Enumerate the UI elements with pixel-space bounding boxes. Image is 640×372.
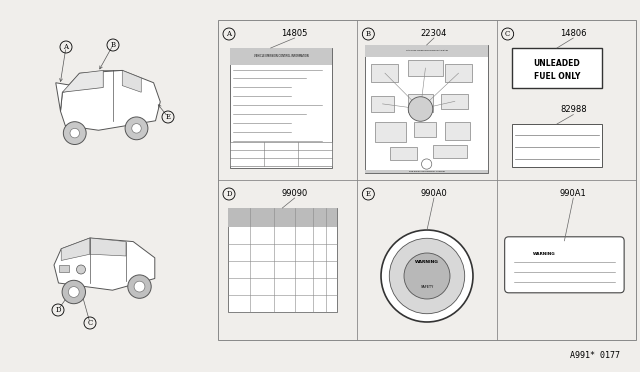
Text: 82988: 82988 xyxy=(560,105,587,114)
Bar xyxy=(511,48,602,88)
Polygon shape xyxy=(56,83,84,111)
Text: 14806: 14806 xyxy=(560,29,586,38)
Text: FOR EMISSION CONTROL SYSTEM: FOR EMISSION CONTROL SYSTEM xyxy=(409,171,444,172)
Polygon shape xyxy=(61,238,90,260)
Circle shape xyxy=(389,238,465,314)
Polygon shape xyxy=(90,238,126,256)
Circle shape xyxy=(77,265,86,274)
Bar xyxy=(365,170,488,173)
Bar xyxy=(408,94,433,112)
Text: 990A0: 990A0 xyxy=(420,189,447,198)
Polygon shape xyxy=(122,70,141,92)
Circle shape xyxy=(381,230,473,322)
Bar xyxy=(511,124,602,167)
Text: E: E xyxy=(366,190,371,198)
Text: D: D xyxy=(227,190,232,198)
Circle shape xyxy=(68,286,79,297)
Circle shape xyxy=(408,97,433,121)
Text: B: B xyxy=(366,30,371,38)
Text: VACUUM HOSE ROUTING DIAGRAM: VACUUM HOSE ROUTING DIAGRAM xyxy=(406,50,447,51)
Bar xyxy=(218,20,636,340)
Text: WARNING: WARNING xyxy=(533,252,556,256)
Bar xyxy=(390,147,417,160)
Text: 99090: 99090 xyxy=(282,189,308,198)
Circle shape xyxy=(63,122,86,144)
Text: D: D xyxy=(55,306,61,314)
Text: FUEL ONLY: FUEL ONLY xyxy=(534,72,580,81)
Text: 14805: 14805 xyxy=(282,29,308,38)
Bar xyxy=(365,45,488,173)
Bar xyxy=(414,122,436,137)
Bar xyxy=(371,64,399,82)
Text: A: A xyxy=(63,43,68,51)
Bar xyxy=(58,265,69,272)
Bar xyxy=(230,48,332,168)
Bar xyxy=(228,208,337,227)
Text: B: B xyxy=(111,41,115,49)
Circle shape xyxy=(132,124,141,133)
Text: E: E xyxy=(166,113,170,121)
Polygon shape xyxy=(61,70,160,130)
Bar xyxy=(230,48,332,65)
Circle shape xyxy=(128,275,151,298)
Bar xyxy=(365,45,488,57)
Circle shape xyxy=(404,253,450,299)
Bar xyxy=(375,122,406,142)
Text: UNLEADED: UNLEADED xyxy=(534,59,580,68)
Bar xyxy=(442,94,468,109)
FancyBboxPatch shape xyxy=(505,237,624,293)
Bar xyxy=(445,122,470,140)
Bar xyxy=(433,145,467,158)
Polygon shape xyxy=(54,238,155,290)
Bar xyxy=(445,64,472,82)
Text: SAFETY: SAFETY xyxy=(420,285,434,289)
Bar xyxy=(230,142,332,166)
Text: A: A xyxy=(227,30,232,38)
Text: 990A1: 990A1 xyxy=(560,189,587,198)
Bar xyxy=(228,208,337,312)
Polygon shape xyxy=(63,70,103,92)
Text: C: C xyxy=(88,319,93,327)
Bar xyxy=(408,60,443,76)
Circle shape xyxy=(70,128,79,138)
Text: VEHICLE EMISSION CONTROL INFORMATION: VEHICLE EMISSION CONTROL INFORMATION xyxy=(253,54,308,58)
Text: A991* 0177: A991* 0177 xyxy=(570,351,620,360)
Text: 22304: 22304 xyxy=(420,29,447,38)
Bar xyxy=(371,96,394,112)
Circle shape xyxy=(62,280,86,304)
Circle shape xyxy=(134,281,145,292)
Text: C: C xyxy=(505,30,510,38)
Text: WARNING: WARNING xyxy=(415,260,439,264)
Circle shape xyxy=(125,117,148,140)
